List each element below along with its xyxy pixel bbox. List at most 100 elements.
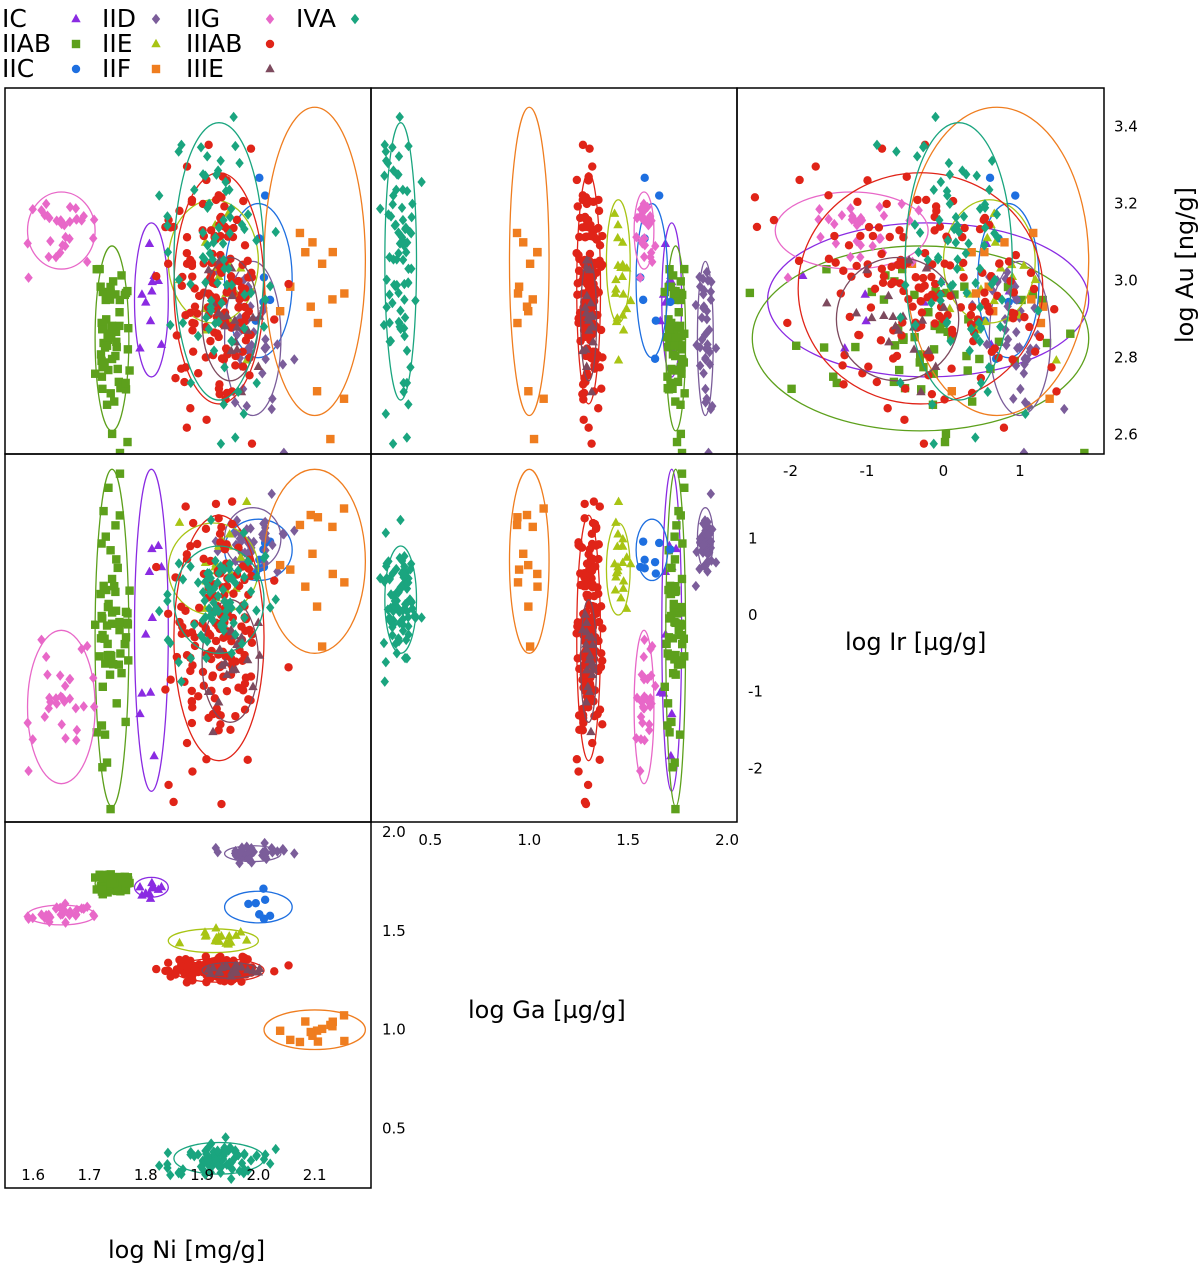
point-IIIAB (855, 330, 864, 340)
point-IVA (174, 146, 183, 157)
point-IVA (406, 564, 415, 575)
point-IIE (231, 930, 241, 939)
point-IIIAB (927, 272, 936, 282)
point-IVA (177, 139, 186, 151)
point-IIF (339, 504, 349, 513)
au-axis-label: log Au [ng/g] (1171, 187, 1199, 343)
point-IIIAB (1006, 276, 1015, 286)
point-IIF (317, 1024, 327, 1034)
point-IIG (857, 215, 867, 226)
point-IIAB (110, 397, 119, 406)
point-IIG (24, 272, 33, 283)
point-IIIAB (580, 514, 589, 523)
ga-tick-label: 1.5 (382, 922, 406, 940)
point-IIF (947, 387, 957, 396)
point-IIIAB (215, 380, 224, 389)
point-IIIAB (864, 222, 874, 232)
point-IIAB (679, 358, 689, 367)
point-IIAB (123, 620, 133, 629)
point-IIE (611, 284, 621, 293)
point-IVA (400, 599, 410, 610)
point-IIIAB (214, 514, 223, 523)
point-IVA (214, 567, 224, 579)
point-IIIAB (917, 308, 927, 317)
point-IIIAB (172, 965, 182, 974)
point-IIF (313, 318, 323, 328)
point-IVA (209, 1146, 218, 1158)
point-IIIAB (966, 310, 976, 320)
point-IVA (892, 146, 901, 157)
point-IIIAB (152, 272, 161, 281)
point-IIAB (670, 617, 679, 627)
point-IIIAB (216, 720, 225, 729)
point-IIIAB (591, 355, 601, 364)
point-IVA (166, 319, 175, 331)
point-IIIE (582, 290, 592, 300)
point-IC (147, 276, 158, 286)
point-IIIAB (219, 633, 228, 642)
point-IIE (621, 603, 632, 612)
point-IIAB (108, 277, 118, 286)
point-IVA (225, 211, 235, 223)
point-IVA (407, 211, 416, 223)
point-IIIE (581, 697, 592, 706)
point-IVA (213, 1145, 222, 1156)
point-IIG (850, 215, 860, 226)
point-IIAB (115, 625, 124, 635)
point-IVA (993, 232, 1002, 243)
point-IVA (927, 399, 937, 410)
point-IIAB (121, 633, 131, 642)
point-IIIAB (995, 259, 1004, 269)
point-IIAB (671, 397, 680, 406)
point-IID (701, 383, 710, 395)
point-IC (666, 750, 676, 760)
point-IVA (987, 278, 997, 290)
point-IIAB (915, 350, 925, 359)
point-IIC (244, 899, 253, 909)
point-IVA (163, 1147, 173, 1159)
point-IIAB (663, 383, 672, 393)
point-IIIAB (222, 686, 232, 696)
point-IIG (875, 201, 884, 213)
point-IVA (383, 157, 393, 169)
point-IC (153, 540, 164, 550)
ellipse-IIIAB (797, 172, 1044, 405)
point-IIIAB (270, 315, 279, 324)
point-IIC (260, 895, 270, 905)
point-IVA (235, 1165, 244, 1177)
point-IVA (196, 630, 206, 641)
ellipse-IIF (508, 468, 550, 654)
point-IVA (243, 1165, 253, 1176)
point-IVA (202, 312, 211, 323)
point-IVA (259, 1154, 269, 1165)
point-IIIAB (889, 354, 898, 363)
point-IID (230, 397, 240, 408)
point-IIIE (851, 307, 862, 317)
point-IVA (402, 653, 412, 664)
point-IVA (237, 1158, 247, 1169)
point-IC (145, 893, 156, 902)
point-IIE (618, 289, 629, 298)
point-IIG (40, 210, 49, 221)
point-IID (695, 533, 705, 544)
point-IVA (213, 590, 223, 602)
point-IVA (976, 377, 986, 389)
point-IIIAB (239, 196, 248, 206)
point-IVA (201, 170, 210, 181)
point-IIIE (226, 971, 236, 980)
point-IVA (237, 638, 247, 649)
legend-item-IIAB: IIAB (2, 29, 81, 58)
point-IID (244, 846, 253, 858)
point-IIAB (665, 614, 674, 623)
legend-item-IIIAB: IIIAB (186, 29, 275, 58)
point-IIIAB (844, 241, 854, 250)
point-IID (699, 560, 709, 572)
point-IIAB (101, 532, 110, 541)
point-IID (691, 299, 701, 311)
point-IID (1002, 266, 1012, 278)
point-IVA (399, 240, 409, 251)
point-IVA (193, 577, 203, 588)
point-IVA (190, 1150, 199, 1162)
point-IIAB (675, 321, 685, 331)
point-IIAB (676, 277, 685, 286)
